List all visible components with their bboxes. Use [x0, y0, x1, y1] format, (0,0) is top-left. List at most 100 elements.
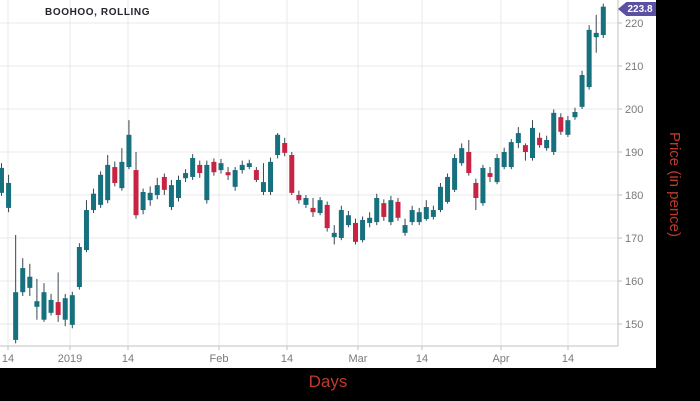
- candle-body-down: [296, 195, 302, 201]
- candle-body-down: [55, 302, 61, 315]
- x-tick-label: Apr: [492, 353, 509, 365]
- candle-body-up: [367, 217, 373, 223]
- candle-body-up: [452, 158, 458, 190]
- candle-body-up: [445, 176, 451, 202]
- candle-body-up: [551, 112, 557, 152]
- candle-body-down: [324, 204, 330, 229]
- candle-body-up: [275, 134, 281, 156]
- candle-body-down: [289, 155, 295, 193]
- last-price-value: 223.8: [627, 3, 653, 15]
- candle-body-up: [515, 133, 521, 143]
- candle-body-up: [374, 198, 380, 223]
- candle-body-down: [161, 176, 167, 190]
- candle-body-up: [13, 292, 19, 340]
- y-axis-title: Price (in pence): [666, 131, 684, 237]
- candle-body-up: [579, 75, 585, 107]
- y-tick-label: 180: [625, 190, 643, 202]
- y-tick-label: 220: [625, 18, 643, 30]
- y-axis-title-wrap: Price (in pence): [649, 0, 700, 368]
- plot-background: 220 210 200 190 180 170 160 150 14 2019 14 Feb 14 Mar…: [0, 0, 656, 368]
- candle-body-down: [197, 164, 203, 174]
- candle-body-down: [537, 137, 543, 146]
- x-tick-label: 14: [281, 353, 293, 365]
- candle-body-up: [204, 164, 210, 201]
- candle-body-up: [0, 167, 4, 193]
- candle-body-down: [133, 170, 139, 216]
- candle-body-up: [218, 163, 224, 171]
- x-tick-label: 14: [562, 353, 574, 365]
- candle-body-up: [402, 225, 408, 233]
- last-price-badge: 223.8: [618, 2, 656, 16]
- candle-body-up: [246, 163, 252, 168]
- candle-body-up: [480, 167, 486, 204]
- candle-body-down: [112, 167, 118, 183]
- candle-body-up: [268, 161, 274, 192]
- x-tick-label: 14: [2, 353, 14, 365]
- candle-body-down: [253, 170, 259, 180]
- candle-body-up: [317, 200, 323, 214]
- x-tick-label: Feb: [210, 353, 229, 365]
- candle-body-up: [586, 29, 592, 88]
- candle-body-up: [41, 292, 47, 320]
- candle-body-down: [211, 161, 217, 173]
- candle-body-down: [466, 152, 472, 174]
- candle-body-up: [494, 158, 500, 183]
- chart-title: BOOHOO, ROLLING: [45, 7, 151, 18]
- x-tick-label: 14: [416, 353, 428, 365]
- candle-body-up: [69, 295, 75, 325]
- candle-body-up: [126, 134, 132, 168]
- candle-body-up: [27, 276, 33, 288]
- candlestick-chart: 220 210 200 190 180 170 160 150 14 2019 14 Feb 14 Mar…: [0, 0, 643, 365]
- candle-body-up: [140, 191, 146, 211]
- candle-body-up: [119, 161, 125, 189]
- candle-body-up: [388, 200, 394, 223]
- x-tick-label: 14: [122, 353, 134, 365]
- candle-body-up: [345, 215, 351, 226]
- candle-body-up: [572, 112, 578, 118]
- candle-body-down: [395, 201, 401, 218]
- candle-body-up: [593, 32, 599, 38]
- candle-body-up: [416, 212, 422, 223]
- candle-body-up: [20, 268, 26, 293]
- candle-body-down: [310, 207, 316, 213]
- candle-body-up: [260, 182, 266, 192]
- y-tick-label: 170: [625, 233, 643, 245]
- candle-body-up: [76, 247, 82, 288]
- candle-body-up: [239, 164, 245, 171]
- candle-body-up: [232, 170, 238, 187]
- candle-body-up: [423, 207, 429, 220]
- candle-body-down: [558, 117, 564, 132]
- candle-body-up: [437, 186, 443, 211]
- x-tick-label: 2019: [58, 353, 82, 365]
- candle-body-up: [91, 193, 97, 211]
- candle-body-up: [459, 148, 465, 164]
- candle-body-down: [353, 222, 358, 242]
- candle-body-up: [303, 198, 309, 205]
- candle-body-up: [62, 298, 68, 320]
- x-tick-label: Mar: [349, 353, 368, 365]
- candle-body-up: [508, 142, 514, 168]
- candle-body-up: [154, 185, 160, 195]
- candle-body-up: [360, 219, 366, 241]
- candle-body-up: [83, 210, 89, 251]
- candle-body-up: [565, 120, 571, 135]
- y-tick-label: 160: [625, 276, 643, 288]
- candle-body-up: [530, 127, 535, 159]
- candle-body-up: [331, 232, 337, 238]
- candle-body-up: [190, 158, 196, 177]
- candle-body-down: [225, 172, 231, 176]
- candle-body-down: [522, 145, 528, 152]
- candle-body-up: [183, 173, 189, 179]
- y-tick-label: 210: [625, 61, 643, 73]
- x-axis-title: Days: [308, 372, 348, 391]
- candle-body-up: [168, 185, 174, 208]
- candle-body-up: [338, 210, 344, 238]
- candle-body-up: [501, 152, 507, 168]
- y-tick-label: 150: [625, 319, 643, 331]
- candle-body-up: [176, 179, 181, 199]
- candle-body-up: [98, 174, 104, 205]
- candle-body-up: [544, 139, 550, 149]
- candle-body-down: [381, 203, 387, 217]
- candle-body-up: [147, 192, 153, 201]
